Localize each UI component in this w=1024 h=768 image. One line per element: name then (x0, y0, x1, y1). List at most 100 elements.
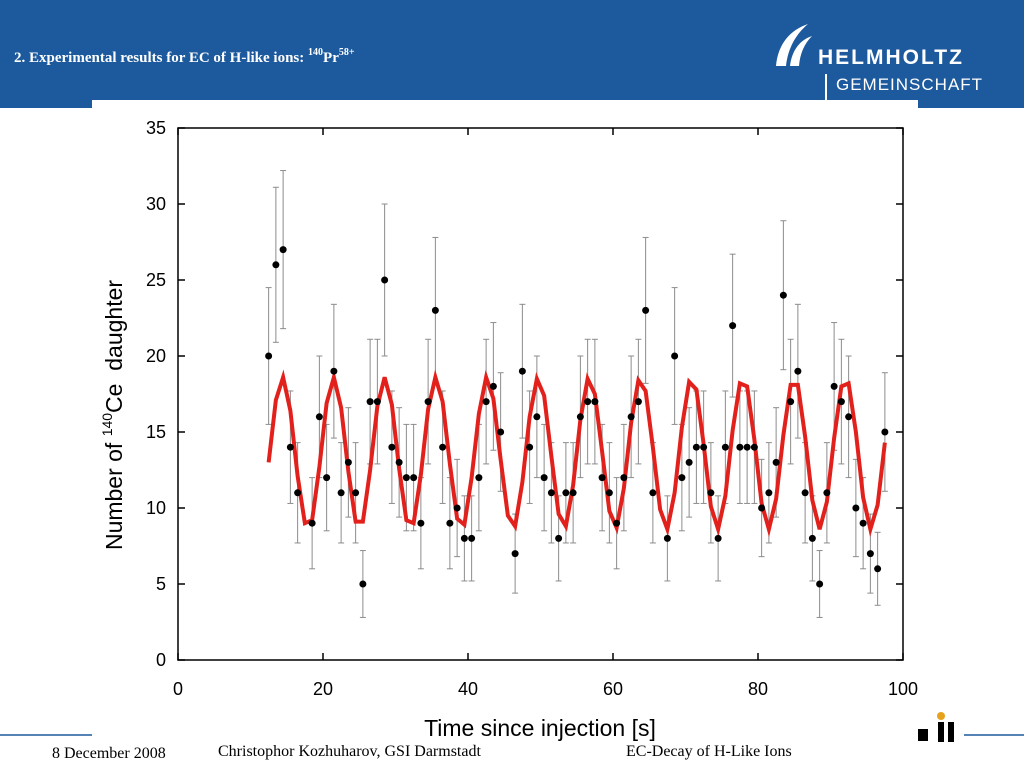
logo-dot (937, 712, 945, 720)
y-axis-label: Number of 140Ce daughter (99, 280, 127, 550)
data-point (410, 474, 418, 482)
gsi-logo (918, 712, 954, 742)
y-tick-label: 5 (156, 574, 166, 594)
plot: 0 5 10 15 20 25 30 35 0 20 40 60 80 100 (146, 118, 918, 699)
data-point (685, 458, 693, 466)
footer-topic: EC-Decay of H-Like Ions (626, 743, 792, 760)
y-tick-label: 20 (146, 346, 166, 366)
data-point (663, 534, 671, 542)
data-point (671, 352, 679, 360)
data-point (323, 474, 331, 482)
data-point (779, 291, 787, 299)
data-point (598, 474, 606, 482)
data-point (272, 261, 280, 269)
data-point (859, 519, 867, 527)
data-point (344, 458, 352, 466)
data-point (315, 413, 323, 421)
chart-panel (92, 100, 918, 740)
data-point (417, 519, 425, 527)
data-point (352, 489, 360, 497)
data-point (395, 458, 403, 466)
data-point (439, 443, 447, 451)
x-tick-label: 20 (313, 679, 333, 699)
data-point (830, 382, 838, 390)
data-point (366, 398, 374, 406)
x-tick-label: 100 (888, 679, 918, 699)
data-point (431, 306, 439, 314)
data-point (446, 519, 454, 527)
data-point (845, 413, 853, 421)
data-point (482, 398, 490, 406)
logo-icon (790, 36, 812, 66)
data-point (707, 489, 715, 497)
data-point (605, 489, 613, 497)
data-point (279, 246, 287, 254)
x-tick-label: 0 (173, 679, 183, 699)
footer-date: 8 December 2008 (52, 745, 166, 762)
data-point (649, 489, 657, 497)
data-point (337, 489, 345, 497)
y-tick-label: 10 (146, 498, 166, 518)
data-point (308, 519, 316, 527)
data-point (627, 413, 635, 421)
logo-block (938, 722, 944, 742)
data-point (576, 413, 584, 421)
data-point (721, 443, 729, 451)
data-point (794, 367, 802, 375)
data-point (881, 428, 889, 436)
data-point (424, 398, 432, 406)
data-point (547, 489, 555, 497)
data-point (540, 474, 548, 482)
data-point (584, 398, 592, 406)
y-tick-label: 15 (146, 422, 166, 442)
data-point (569, 489, 577, 497)
data-point (772, 458, 780, 466)
plot-frame (177, 127, 904, 661)
data-point (634, 398, 642, 406)
title-mass: 140 (308, 47, 323, 58)
data-point (265, 352, 273, 360)
header-bar (0, 0, 1024, 108)
data-point (518, 367, 526, 375)
y-label-text: Ce daughter (101, 280, 127, 413)
logo: HELMHOLTZ GEMEINSCHAFT (776, 24, 982, 100)
data-point (714, 534, 722, 542)
x-axis-label: Time since injection [s] (424, 715, 656, 741)
fit-line (266, 369, 887, 538)
data-point (475, 474, 483, 482)
data-point (678, 474, 686, 482)
logo-block (918, 729, 928, 741)
y-label-text: Number of (101, 436, 127, 550)
x-tick-label: 60 (603, 679, 623, 699)
data-point (591, 398, 599, 406)
data-point (402, 474, 410, 482)
x-tick-label: 80 (748, 679, 768, 699)
footer-author: Christophor Kozhuharov, GSI Darmstadt (218, 743, 481, 760)
data-point (758, 504, 766, 512)
data-point (613, 519, 621, 527)
data-point (526, 443, 534, 451)
y-tick-label: 0 (156, 650, 166, 670)
data-point (787, 398, 795, 406)
data-point (286, 443, 294, 451)
data-point (294, 489, 302, 497)
y-tick-label: 25 (146, 270, 166, 290)
y-label-mass: 140 (99, 413, 115, 437)
data-point (330, 367, 338, 375)
data-point (497, 428, 505, 436)
data-point (359, 580, 367, 588)
x-tick-label: 40 (458, 679, 478, 699)
data-point (729, 322, 737, 330)
data-point (453, 504, 461, 512)
data-point (852, 504, 860, 512)
data-point (555, 534, 563, 542)
data-point (642, 306, 650, 314)
logo-top: HELMHOLTZ (818, 46, 964, 69)
data-point (866, 550, 874, 558)
data-point (620, 474, 628, 482)
data-point (736, 443, 744, 451)
logo-block (948, 722, 954, 742)
data-point (801, 489, 809, 497)
data-point (388, 443, 396, 451)
